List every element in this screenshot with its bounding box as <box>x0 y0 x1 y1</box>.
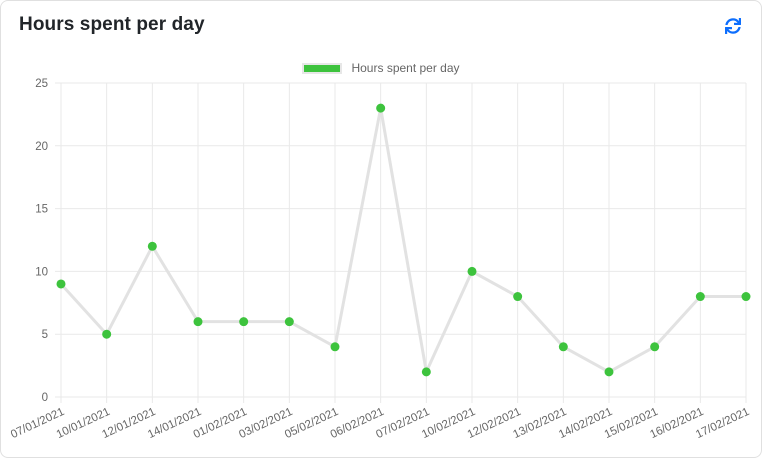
y-tick-label: 5 <box>42 329 48 341</box>
data-point <box>558 342 568 352</box>
data-point <box>421 367 431 377</box>
data-point <box>147 241 157 251</box>
legend[interactable]: Hours spent per day <box>1 61 761 75</box>
y-tick-label: 25 <box>35 78 48 90</box>
data-point <box>604 367 614 377</box>
legend-swatch <box>302 62 343 74</box>
data-point <box>56 279 66 289</box>
refresh-icon <box>725 18 741 37</box>
y-tick-label: 0 <box>42 392 48 404</box>
data-point <box>741 292 751 302</box>
data-point <box>376 103 386 113</box>
data-point <box>102 329 112 339</box>
data-point <box>650 342 660 352</box>
page-title: Hours spent per day <box>19 14 205 35</box>
data-point <box>467 266 477 276</box>
data-point <box>330 342 340 352</box>
data-point <box>193 317 203 327</box>
data-point <box>284 317 294 327</box>
y-tick-label: 15 <box>35 204 48 216</box>
data-point <box>239 317 249 327</box>
y-tick-label: 20 <box>35 141 48 153</box>
data-point <box>513 292 523 302</box>
data-line <box>59 106 748 374</box>
card-header: Hours spent per day <box>1 1 761 38</box>
y-tick-label: 10 <box>35 266 48 278</box>
data-point <box>695 292 705 302</box>
refresh-button[interactable] <box>723 14 743 38</box>
legend-label: Hours spent per day <box>351 61 460 75</box>
